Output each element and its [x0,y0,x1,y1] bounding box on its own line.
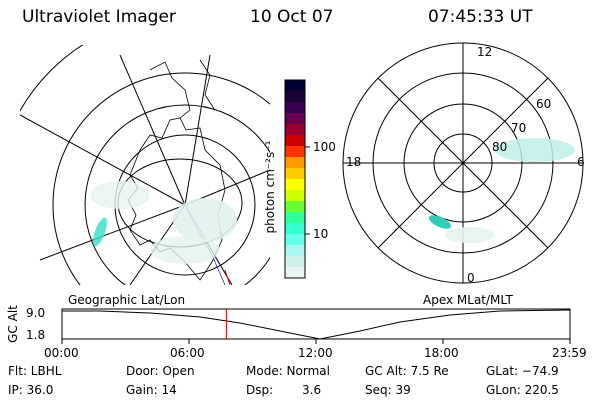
polar-label-right: 6 [577,155,585,169]
timeline-x-tick: 18:00 [424,346,459,360]
polar-label-left: 18 [346,155,362,169]
door-status: Door: Open [126,364,195,378]
timeline-x-tick: 12:00 [298,346,333,360]
altitude-curve [62,309,571,340]
polar-label-bottom: 0 [467,271,475,285]
timeline-y-tick: 1.8 [26,328,46,342]
meridian [20,114,186,206]
colorbar-stripe [285,157,305,169]
aurora-emission [90,181,237,264]
colorbar-stripe [285,146,305,158]
colorbar-stripe [285,102,305,114]
colorbar-stripe [285,80,305,92]
timeline-left-label: Geographic Lat/Lon [68,293,186,307]
colorbar-tick-100: 100 [313,140,336,154]
colorbar-stripe [285,267,305,279]
filter-status: Flt: LBHL [8,364,62,378]
polar-label-80: 80 [492,140,508,154]
timeline-x-tick: 06:00 [170,346,205,360]
colorbar-stripe [285,179,305,191]
gc-alt-status: GC Alt: 7.5 Re [365,364,449,378]
coast-detail [149,61,191,119]
date-label: 10 Oct 07 [250,7,334,27]
polar-aurora [428,138,575,243]
colorbar-stripe [285,113,305,125]
gain-status: Gain: 14 [126,383,177,397]
colorbar-stripe [285,234,305,246]
colorbar-stripe [285,212,305,224]
colorbar-stripe [285,201,305,213]
lat-circle [52,72,270,285]
meridian [39,204,186,261]
mode-status: Mode: Normal [246,364,330,378]
meridian [224,269,231,285]
colorbar-stripe [285,223,305,235]
colorbar-stripe [285,168,305,180]
colorbar-stripe [285,135,305,147]
polar-label-70: 70 [511,121,527,135]
colorbar-tick-10: 10 [313,227,329,241]
colorbar-stripe [285,91,305,103]
seq-status: Seq: 39 [365,383,411,397]
polar-spoke [377,77,549,249]
timeline-right-label: Apex MLat/MLT [423,293,513,307]
dsp-label: Dsp: [246,383,274,397]
colorbar-stripe [285,190,305,202]
glat-status: GLat: −74.9 [486,364,559,378]
timeline-x-tick: 23:59 [552,346,587,360]
coast-detail [199,59,216,111]
timeline-y-tick: 9.0 [26,306,46,320]
time-label: 07:45:33 UT [428,7,533,27]
polar-label-60: 60 [536,97,552,111]
timeline-x-tick: 00:00 [44,346,79,360]
lat-circle [84,104,270,285]
instrument-title: Ultraviolet Imager [22,7,176,27]
polar-label-top: 12 [477,45,493,59]
colorbar-stripe [285,245,305,257]
colorbar-stripe [285,256,305,268]
meridian [119,54,186,206]
meridian [184,54,211,206]
glon-status: GLon: 220.5 [486,383,559,397]
dsp-value: 3.6 [302,383,322,397]
colorbar-stripe [285,124,305,136]
ip-status: IP: 36.0 [8,383,54,397]
